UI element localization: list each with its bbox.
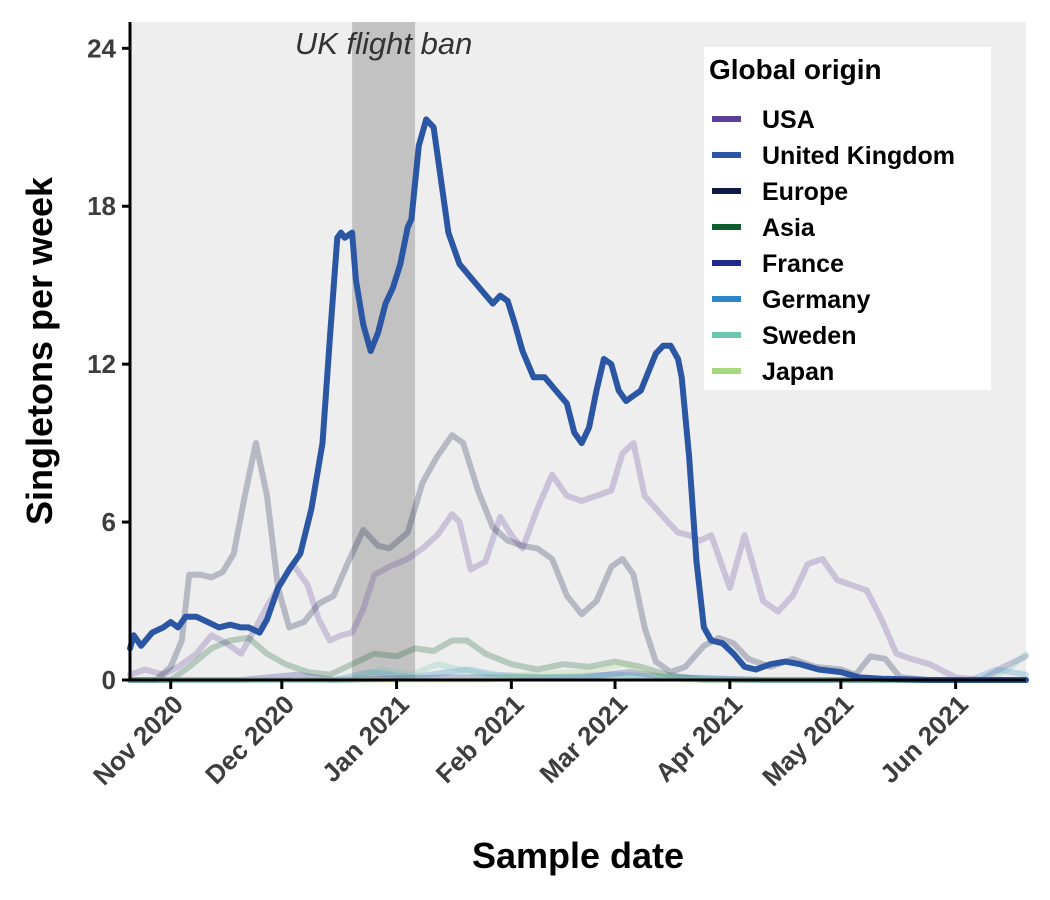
legend-label: USA: [762, 106, 815, 134]
x-tick-label: Apr 2021: [649, 689, 748, 788]
y-tick-label: 0: [102, 665, 116, 695]
series-line-asia: [127, 634, 1029, 683]
y-ticks: 0 6 12 18 24: [87, 33, 130, 695]
y-tick-label: 6: [102, 507, 116, 537]
legend-label: Sweden: [762, 322, 856, 350]
y-axis-title: Singletons per week: [19, 176, 60, 525]
legend-label: Japan: [762, 358, 834, 386]
x-tick-label: Nov 2020: [87, 689, 189, 791]
flight-ban-annotation: UK flight ban: [295, 26, 473, 61]
axes-layer: [128, 22, 1026, 682]
x-axis-title: Sample date: [472, 835, 684, 876]
x-tick-label: Mar 2021: [533, 689, 633, 789]
x-tick-label: Dec 2020: [199, 689, 300, 790]
x-tick-label: Jan 2021: [316, 689, 415, 788]
x-ticks: Nov 2020 Dec 2020 Jan 2021 Feb 2021 Mar 2021…: [87, 680, 974, 792]
legend-title: Global origin: [709, 54, 882, 85]
y-tick-label: 12: [87, 349, 116, 379]
x-tick-label: May 2021: [756, 689, 859, 792]
legend-label: Asia: [762, 214, 816, 242]
y-tick-label: 18: [87, 191, 116, 221]
legend-label: France: [762, 250, 844, 278]
flight-ban-band: [352, 22, 416, 680]
x-tick-label: Feb 2021: [430, 689, 530, 789]
legend-label: United Kingdom: [762, 142, 955, 170]
x-tick-label: Jun 2021: [874, 689, 974, 789]
legend-box: [704, 47, 991, 390]
y-tick-label: 24: [87, 33, 116, 63]
legend: Global origin USA United Kingdom Europe Asi…: [704, 47, 991, 390]
legend-items: USA United Kingdom Europe Asia France Germany…: [712, 106, 955, 386]
series-line-united-kingdom: [127, 116, 1029, 683]
legend-label: Germany: [762, 286, 870, 314]
legend-label: Europe: [762, 178, 848, 206]
